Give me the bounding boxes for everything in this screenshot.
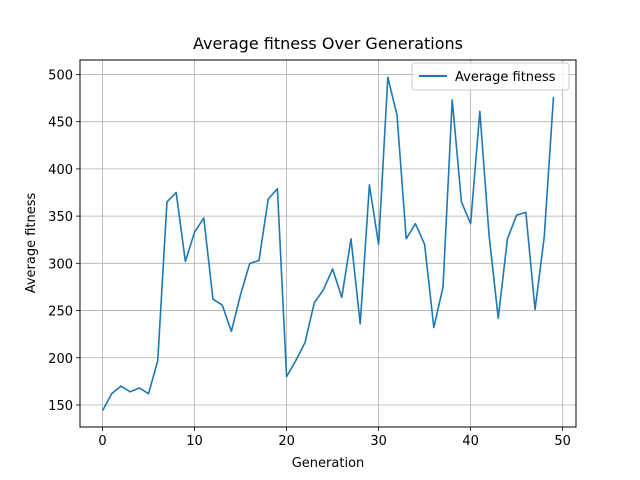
y-tick-label: 400	[48, 163, 73, 178]
series-line	[101, 76, 555, 412]
x-tick-label: 30	[370, 434, 387, 449]
legend-label: Average fitness	[455, 70, 556, 85]
x-tick-label: 0	[98, 434, 106, 449]
y-axis-label: Average fitness	[24, 192, 39, 293]
y-tick-label: 300	[48, 257, 73, 272]
y-tick-label: 500	[48, 68, 73, 83]
x-tick-label: 40	[462, 434, 479, 449]
y-tick-label: 450	[48, 116, 73, 131]
y-tick-label: 150	[48, 399, 73, 414]
x-tick-label: 50	[554, 434, 571, 449]
x-axis-label: Generation	[292, 456, 365, 471]
x-tick-label: 20	[278, 434, 295, 449]
legend: Average fitness	[411, 62, 570, 91]
legend-box	[411, 62, 570, 91]
chart-title: Average fitness Over Generations	[193, 34, 463, 53]
plot-frame	[79, 59, 577, 428]
y-tick-label: 350	[48, 210, 73, 225]
x-tick-label: 10	[186, 434, 203, 449]
axis-ticks: 0 10 20 30 40 50 150 200 250 300 350 400 450 500	[48, 68, 571, 449]
y-tick-label: 250	[48, 305, 73, 320]
plot-lines	[101, 76, 555, 412]
y-tick-label: 200	[48, 352, 73, 367]
